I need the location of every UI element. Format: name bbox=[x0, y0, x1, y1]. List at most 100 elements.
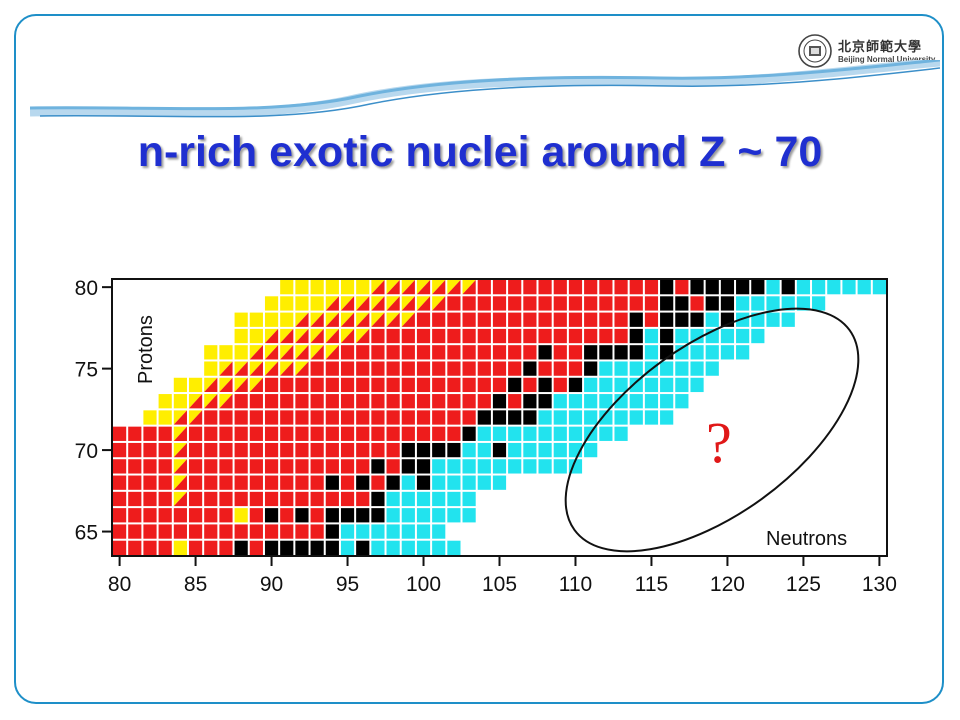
nuclide-cell bbox=[553, 442, 567, 458]
nuclide-cell-part bbox=[401, 312, 415, 327]
nuclide-cell bbox=[280, 426, 294, 441]
nuclide-cell-part bbox=[310, 312, 324, 327]
nuclide-cell bbox=[264, 394, 279, 409]
nuclide-cell bbox=[249, 524, 263, 539]
nuclide-cell bbox=[401, 442, 415, 458]
nuclide-cell bbox=[325, 459, 339, 474]
nuclide-cell bbox=[310, 540, 324, 555]
nuclide-cell bbox=[477, 328, 491, 344]
nuclide-cell-part bbox=[249, 361, 263, 376]
nuclide-cell-part bbox=[219, 377, 233, 393]
nuclide-cell bbox=[143, 410, 157, 425]
nuclide-cell bbox=[584, 280, 598, 295]
nuclide-cell bbox=[599, 280, 613, 295]
nuclide-cell bbox=[508, 280, 522, 295]
nuclide-cell bbox=[264, 312, 279, 327]
nuclide-cell-part bbox=[295, 361, 309, 376]
nuclide-cell bbox=[264, 475, 279, 490]
nuclide-cell-part bbox=[416, 280, 431, 295]
nuclide-cell bbox=[340, 328, 355, 344]
nuclide-cell bbox=[340, 442, 355, 458]
nuclide-cell bbox=[173, 426, 187, 441]
nuclide-cell bbox=[416, 394, 431, 409]
nuclide-cell bbox=[386, 491, 400, 507]
nuclide-cell bbox=[219, 524, 233, 539]
nuclide-cell-part bbox=[386, 312, 400, 327]
nuclide-cell bbox=[538, 296, 552, 311]
nuclide-cell-part bbox=[188, 394, 203, 409]
nuclide-cell bbox=[553, 280, 567, 295]
nuclide-cell bbox=[158, 426, 172, 441]
nuclide-cell-part bbox=[295, 328, 309, 344]
nuclide-cell bbox=[568, 280, 583, 295]
nuclide-cell bbox=[796, 296, 811, 311]
nuclide-cell bbox=[340, 540, 355, 555]
nuclide-cell bbox=[113, 540, 127, 555]
nuclide-cell bbox=[523, 377, 537, 393]
nuclide-cell bbox=[614, 410, 628, 425]
nuclide-cell bbox=[371, 442, 385, 458]
nuclide-cell-part bbox=[356, 296, 370, 311]
nuclide-cell bbox=[462, 361, 476, 376]
nuclide-cell bbox=[204, 508, 218, 523]
nuclide-cell bbox=[660, 410, 674, 425]
nuclide-cell bbox=[173, 491, 187, 507]
nuclide-cell bbox=[416, 328, 431, 344]
nuclide-cell bbox=[249, 394, 263, 409]
nuclide-cell bbox=[128, 442, 142, 458]
nuclide-cell bbox=[204, 410, 218, 425]
nuclide-cell bbox=[492, 442, 507, 458]
nuclide-cell bbox=[310, 394, 324, 409]
nuclide-cell bbox=[584, 442, 598, 458]
nuclide-cell bbox=[416, 475, 431, 490]
nuclide-cell bbox=[340, 394, 355, 409]
nuclide-cell bbox=[629, 345, 643, 360]
nuclide-cell bbox=[204, 361, 218, 376]
nuclide-cell bbox=[508, 361, 522, 376]
nuclide-cell bbox=[416, 524, 431, 539]
nuclide-cell bbox=[447, 345, 461, 360]
nuclide-cell bbox=[462, 312, 476, 327]
nuclide-cell bbox=[143, 459, 157, 474]
nuclide-cell bbox=[462, 426, 476, 441]
nuclide-cell bbox=[280, 410, 294, 425]
nuclide-cell bbox=[447, 426, 461, 441]
nuclide-cell-part bbox=[371, 280, 385, 295]
nuclide-cell-part bbox=[280, 345, 294, 360]
nuclide-cell bbox=[523, 296, 537, 311]
y-axis-label: Protons bbox=[135, 315, 157, 384]
nuclide-cell bbox=[538, 377, 552, 393]
nuclide-cell bbox=[432, 426, 446, 441]
nuclide-cell-part bbox=[340, 296, 355, 311]
nuclide-cell bbox=[492, 426, 507, 441]
nuclide-cell bbox=[310, 426, 324, 441]
nuclide-cell bbox=[188, 524, 203, 539]
x-tick-label: 115 bbox=[635, 573, 668, 596]
nuclide-cell bbox=[249, 377, 263, 393]
nuclide-cell-part bbox=[447, 280, 461, 295]
nuclide-cell-part bbox=[234, 377, 248, 393]
nuclide-cell-part bbox=[204, 394, 218, 409]
nuclide-cell bbox=[158, 410, 172, 425]
nuclide-cell bbox=[538, 442, 552, 458]
nuclide-cell bbox=[356, 459, 370, 474]
nuclide-cell bbox=[447, 394, 461, 409]
nuclide-cell bbox=[660, 377, 674, 393]
nuclide-cell bbox=[492, 394, 507, 409]
nuclide-cell bbox=[340, 508, 355, 523]
nuclide-cell bbox=[386, 442, 400, 458]
nuclide-cell bbox=[234, 540, 248, 555]
nuclide-cell bbox=[234, 475, 248, 490]
nuclide-cell-part bbox=[325, 328, 339, 344]
nuclide-cell bbox=[644, 312, 659, 327]
nuclide-cell-part bbox=[310, 345, 324, 360]
nuclide-cell bbox=[356, 361, 370, 376]
nuclide-cell bbox=[523, 426, 537, 441]
nuclide-cell bbox=[538, 410, 552, 425]
nuclide-cell bbox=[280, 280, 294, 295]
nuclide-cell bbox=[644, 296, 659, 311]
nuclide-cell bbox=[204, 475, 218, 490]
nuclide-cell-part bbox=[219, 377, 233, 393]
nuclide-cell-part bbox=[219, 394, 233, 409]
nuclide-cell bbox=[401, 296, 415, 311]
